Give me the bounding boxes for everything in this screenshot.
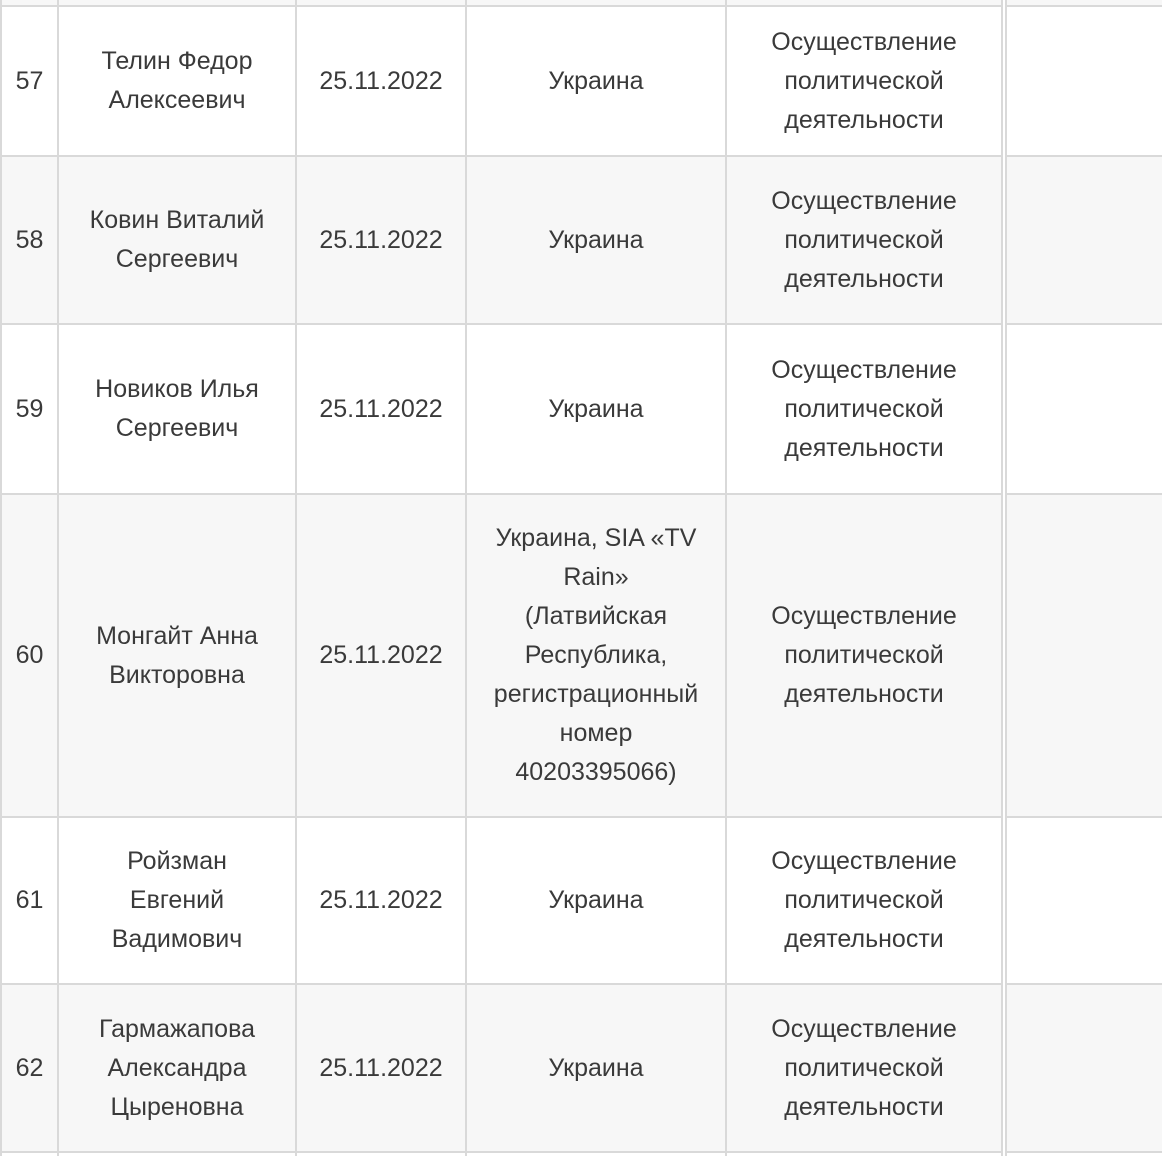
person-name-cell: Гармажапова Александра Цыреновна: [57, 983, 297, 1153]
note-cell: [1001, 155, 1162, 325]
row-sliver-cell: [465, 1151, 727, 1156]
table-row: 60 Монгайт Анна Викторовна 25.11.2022 Ук…: [0, 493, 1162, 818]
source-country-cell: Украина: [465, 816, 727, 985]
activity-type-cell: Осуществление политической деятельности: [725, 323, 1005, 495]
inclusion-date-cell: 25.11.2022: [295, 155, 467, 325]
person-name-cell: Ройзман Евгений Вадимович: [57, 816, 297, 985]
row-number-cell: 57: [0, 5, 59, 157]
inclusion-date-cell: 25.11.2022: [295, 816, 467, 985]
person-name-cell: Телин Федор Алексеевич: [57, 5, 297, 157]
table-row-partial: [0, 0, 1162, 7]
row-sliver-cell: [295, 0, 467, 7]
table-row: 61 Ройзман Евгений Вадимович 25.11.2022 …: [0, 816, 1162, 985]
row-sliver-cell: [0, 1151, 59, 1156]
row-sliver-cell: [725, 0, 1005, 7]
note-cell: [1001, 323, 1162, 495]
row-sliver-cell: [1001, 0, 1162, 7]
source-country-cell: Украина: [465, 5, 727, 157]
inclusion-date-cell: 25.11.2022: [295, 5, 467, 157]
row-number-cell: 62: [0, 983, 59, 1153]
source-country-cell: Украина, SIA «TV Rain» (Латвийская Респу…: [465, 493, 727, 818]
source-country-cell: Украина: [465, 155, 727, 325]
person-name-cell: Ковин Виталий Сергеевич: [57, 155, 297, 325]
table-body: 57 Телин Федор Алексеевич 25.11.2022 Укр…: [0, 5, 1162, 1153]
person-name-cell: Новиков Илья Сергеевич: [57, 323, 297, 495]
note-cell: [1001, 5, 1162, 157]
row-sliver-cell: [465, 0, 727, 7]
row-number-cell: 59: [0, 323, 59, 495]
activity-type-cell: Осуществление политической деятельности: [725, 493, 1005, 818]
table-row: 59 Новиков Илья Сергеевич 25.11.2022 Укр…: [0, 323, 1162, 495]
row-number-cell: 61: [0, 816, 59, 985]
top-row-sliver: [0, 0, 1162, 7]
row-sliver-cell: [295, 1151, 467, 1156]
activity-type-cell: Осуществление политической деятельности: [725, 5, 1005, 157]
note-cell: [1001, 493, 1162, 818]
row-sliver-cell: [0, 0, 59, 7]
row-number-cell: 58: [0, 155, 59, 325]
inclusion-date-cell: 25.11.2022: [295, 323, 467, 495]
table-row-partial: [0, 1151, 1162, 1156]
table-row: 62 Гармажапова Александра Цыреновна 25.1…: [0, 983, 1162, 1153]
table-row: 57 Телин Федор Алексеевич 25.11.2022 Укр…: [0, 5, 1162, 157]
activity-type-cell: Осуществление политической деятельности: [725, 155, 1005, 325]
row-sliver-cell: [1001, 1151, 1162, 1156]
bottom-row-sliver: [0, 1151, 1162, 1156]
source-country-cell: Украина: [465, 983, 727, 1153]
note-cell: [1001, 983, 1162, 1153]
row-sliver-cell: [57, 1151, 297, 1156]
inclusion-date-cell: 25.11.2022: [295, 983, 467, 1153]
row-number-cell: 60: [0, 493, 59, 818]
person-name-cell: Монгайт Анна Викторовна: [57, 493, 297, 818]
activity-type-cell: Осуществление политической деятельности: [725, 816, 1005, 985]
inclusion-date-cell: 25.11.2022: [295, 493, 467, 818]
source-country-cell: Украина: [465, 323, 727, 495]
row-sliver-cell: [725, 1151, 1005, 1156]
note-cell: [1001, 816, 1162, 985]
row-sliver-cell: [57, 0, 297, 7]
table-row: 58 Ковин Виталий Сергеевич 25.11.2022 Ук…: [0, 155, 1162, 325]
activity-type-cell: Осуществление политической деятельности: [725, 983, 1005, 1153]
